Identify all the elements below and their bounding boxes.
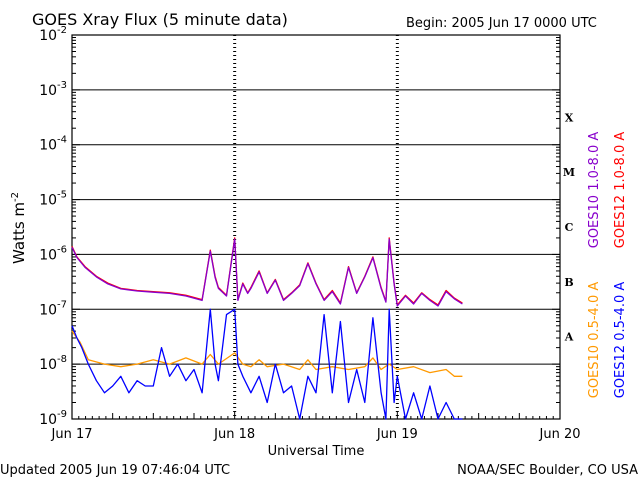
x-tick-label: Jun 18 — [213, 427, 255, 442]
y-tick-label: 10-3 — [39, 80, 67, 99]
series-lines — [71, 237, 463, 420]
day-dividers — [233, 35, 399, 419]
legend-entry: GOES10 1.0-8.0 A — [587, 132, 602, 249]
y-tick-label: 10-2 — [39, 25, 67, 44]
flare-class-label: C — [565, 221, 574, 234]
legend-entry: GOES12 1.0-8.0 A — [613, 132, 628, 249]
flare-class-label: X — [565, 111, 574, 124]
x-tick-label: Jun 20 — [539, 427, 581, 442]
series-line — [71, 238, 463, 307]
y-axis-label: Watts m-2 — [10, 192, 28, 264]
y-tick-label: 10-4 — [39, 135, 67, 154]
series-line — [71, 308, 463, 420]
y-tick-label: 10-7 — [39, 299, 67, 318]
y-tick-label: 10-5 — [39, 190, 67, 209]
x-tick-label: Jun 19 — [376, 427, 418, 442]
begin-label: Begin: 2005 Jun 17 0000 UTC — [406, 16, 597, 31]
y-axis-ticks: 10-2 10-3 10-4 10-5 10-6 10-7 10-8 10-9 — [39, 25, 560, 428]
y-tick-label: 10-8 — [39, 354, 67, 373]
y-tick-label: 10-6 — [39, 244, 67, 263]
x-tick-label: Jun 17 — [51, 427, 93, 442]
grid-lines — [72, 89, 560, 365]
x-axis-label: Universal Time — [268, 444, 365, 459]
source-label: NOAA/SEC Boulder, CO USA — [457, 463, 638, 478]
legend: GOES10 1.0-8.0 A GOES12 1.0-8.0 A GOES10 0… — [587, 132, 628, 399]
y-tick-label: 10-9 — [39, 409, 67, 428]
flare-class-label: M — [563, 166, 575, 179]
x-axis-ticks: Jun 17 Jun 18 Jun 19 Jun 20 — [51, 411, 581, 442]
legend-entry: GOES12 0.5-4.0 A — [613, 282, 628, 399]
chart-title: GOES Xray Flux (5 minute data) — [32, 10, 288, 29]
legend-entry: GOES10 0.5-4.0 A — [587, 282, 602, 399]
updated-label: Updated 2005 Jun 19 07:46:04 UTC — [0, 463, 230, 478]
plot-frame — [71, 34, 561, 420]
flare-class-label: B — [564, 276, 573, 289]
series-line — [71, 330, 463, 377]
flare-class-labels: X M C B A — [563, 111, 575, 343]
flare-class-label: A — [564, 331, 574, 344]
